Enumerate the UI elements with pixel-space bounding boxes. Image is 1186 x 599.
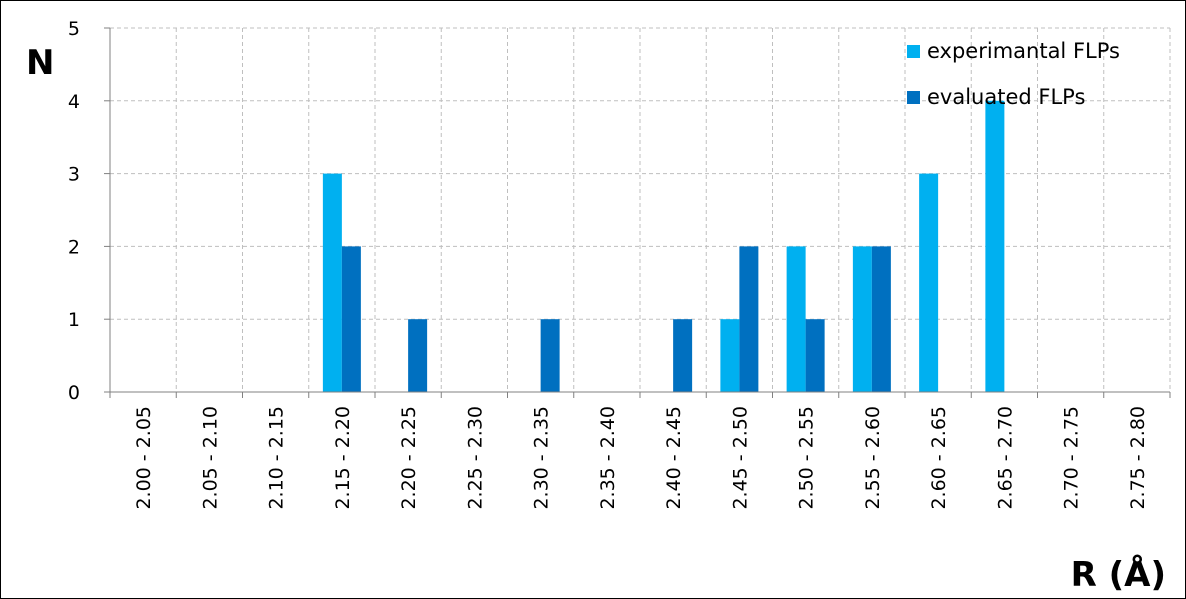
axes — [104, 27, 1171, 398]
x-tick-label: 2.00 - 2.05 — [133, 406, 155, 510]
bar-evaluated — [540, 319, 560, 392]
x-tick-label: 2.35 - 2.40 — [597, 406, 619, 510]
x-tick-label: 2.65 - 2.70 — [994, 406, 1016, 510]
bar-experimental — [322, 173, 342, 392]
bar-experimental — [786, 246, 806, 392]
legend-label: experimantal FLPs — [927, 39, 1120, 63]
y-tick-label: 3 — [68, 164, 80, 186]
y-axis-label: N — [26, 43, 54, 83]
x-tick-label: 2.50 - 2.55 — [796, 406, 818, 510]
x-tick-label: 2.20 - 2.25 — [398, 406, 420, 510]
bar-experimental — [720, 319, 740, 392]
bar-experimental — [985, 100, 1005, 393]
legend-swatch — [907, 45, 920, 58]
bar-evaluated — [805, 319, 825, 392]
x-tick-label: 2.60 - 2.65 — [928, 406, 950, 510]
x-tick-label: 2.10 - 2.15 — [266, 406, 288, 510]
y-tick-label: 1 — [68, 309, 80, 331]
bar-evaluated — [408, 319, 428, 392]
bar-experimental — [852, 246, 872, 392]
bars — [322, 100, 1005, 393]
x-axis-label: R (Å) — [1071, 554, 1166, 595]
y-tick-labels: 0 1 2 3 4 5 — [68, 18, 80, 404]
bar-evaluated — [739, 246, 759, 392]
legend-swatch — [907, 91, 920, 104]
bar-experimental — [919, 173, 939, 392]
x-tick-label: 2.25 - 2.30 — [464, 406, 486, 510]
x-tick-labels: 2.00 - 2.05 2.05 - 2.10 2.10 - 2.15 2.15 - … — [133, 406, 1149, 510]
y-tick-label: 2 — [68, 236, 80, 258]
x-tick-label: 2.40 - 2.45 — [663, 406, 685, 510]
x-tick-label: 2.70 - 2.75 — [1061, 406, 1083, 510]
x-tick-label: 2.75 - 2.80 — [1127, 406, 1149, 510]
y-tick-label: 5 — [68, 18, 80, 40]
bar-evaluated — [673, 319, 693, 392]
bar-evaluated — [871, 246, 891, 392]
x-tick-label: 2.15 - 2.20 — [332, 406, 354, 510]
legend-label: evaluated FLPs — [927, 85, 1085, 109]
y-tick-label: 0 — [68, 382, 80, 404]
x-tick-label: 2.30 - 2.35 — [531, 406, 553, 510]
grid-lines — [110, 27, 1171, 392]
legend: experimantal FLPs evaluated FLPs — [907, 39, 1120, 109]
x-tick-label: 2.55 - 2.60 — [862, 406, 884, 510]
x-tick-label: 2.05 - 2.10 — [199, 406, 221, 510]
y-tick-label: 4 — [68, 91, 80, 113]
bar-evaluated — [341, 246, 361, 392]
x-tick-label: 2.45 - 2.50 — [729, 406, 751, 510]
